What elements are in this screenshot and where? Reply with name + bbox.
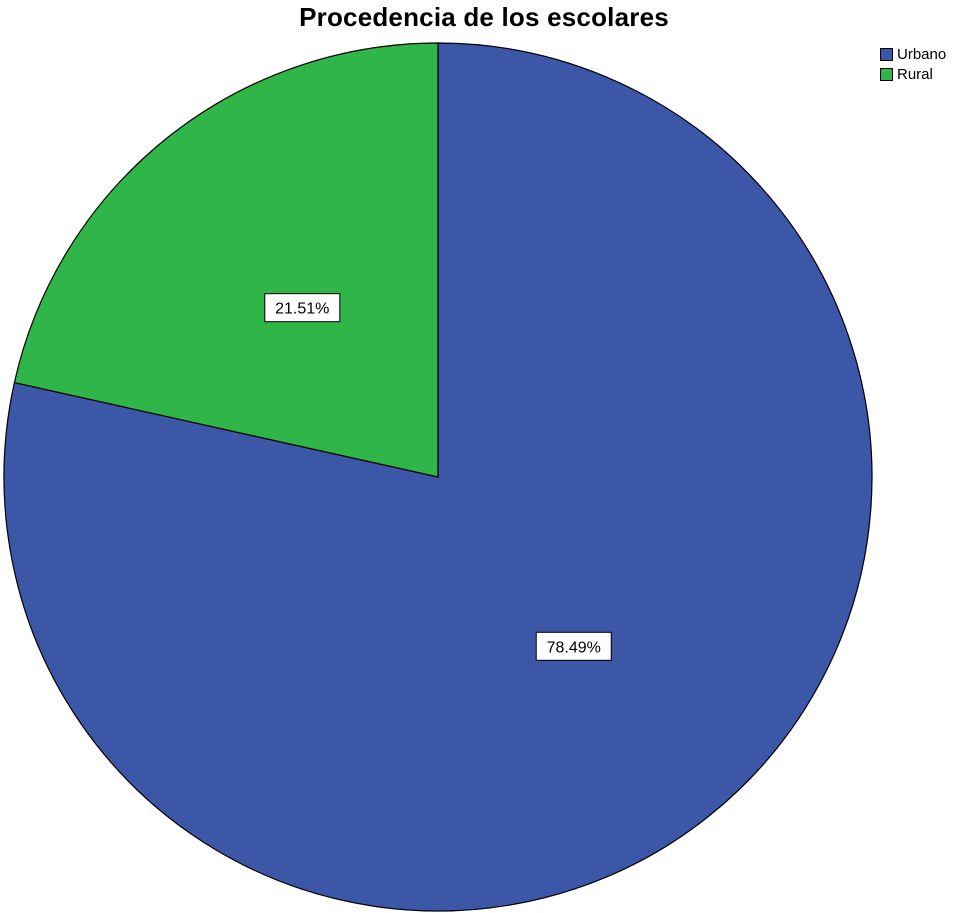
pie-label-rural: 21.51%: [264, 293, 341, 323]
legend-swatch-rural: [880, 67, 893, 81]
pie-label-box: [535, 631, 612, 661]
chart-title: Procedencia de los escolares: [299, 2, 669, 32]
legend-item-urbano: Urbano: [880, 44, 946, 64]
pie-label-text: 78.49%: [547, 639, 601, 656]
legend-item-rural: Rural: [880, 64, 946, 84]
pie-label-box: [264, 293, 341, 323]
legend-label-urbano: Urbano: [897, 45, 947, 63]
legend-label-rural: Rural: [897, 65, 933, 83]
pie-label-urbano: 78.49%: [535, 631, 612, 661]
legend-swatch-urbano: [880, 47, 893, 61]
pie-label-text: 21.51%: [275, 301, 329, 318]
pie-slice-rural: [13, 42, 439, 478]
legend: Urbano Rural: [880, 44, 946, 84]
